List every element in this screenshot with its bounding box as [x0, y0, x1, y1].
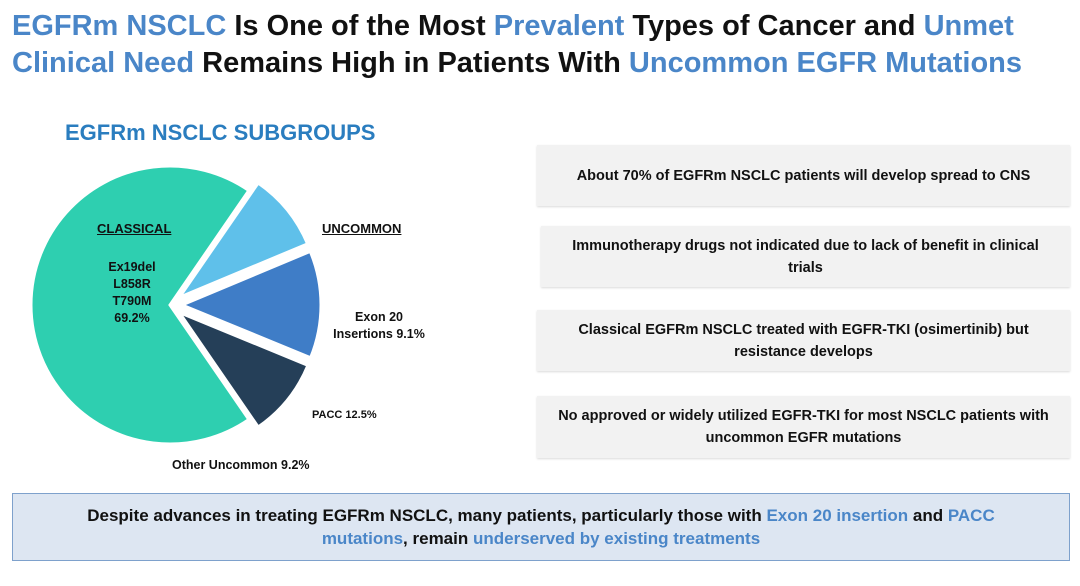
title-part: Remains High in Patients With — [194, 47, 629, 79]
conclusion-text: Despite advances in treating EGFRm NSCLC… — [53, 504, 1029, 550]
title-part: Prevalent — [493, 10, 625, 42]
other-uncommon-slice-label: Other Uncommon 9.2% — [172, 458, 310, 472]
title-part: Types of Cancer and — [624, 10, 924, 42]
pie-slice-exon20 — [175, 180, 310, 301]
conclusion-banner: Despite advances in treating EGFRm NSCLC… — [12, 493, 1070, 561]
pie-slice-other-uncommon — [175, 309, 310, 430]
exon20-slice-label: Exon 20 Insertions 9.1% — [328, 309, 430, 343]
mutation-label: T790M — [112, 294, 152, 308]
pie-slice-classical — [29, 164, 251, 446]
mutation-label: Ex19del — [108, 260, 156, 274]
conclusion-part: underserved by existing treatments — [472, 529, 761, 548]
conclusion-part: PACC mutations — [321, 506, 995, 548]
title-part: EGFRm NSCLC — [12, 10, 227, 42]
conclusion-part: Exon 20 insertion — [766, 506, 909, 525]
pacc-slice-label: PACC 12.5% — [312, 409, 377, 421]
title-part: Uncommon EGFR Mutations — [628, 47, 1023, 79]
info-box-classical-treatment: Classical EGFRm NSCLC treated with EGFR-… — [537, 310, 1070, 371]
chart-title: EGFRm NSCLC SUBGROUPS — [65, 120, 376, 145]
title-part: Clinical Need — [12, 47, 195, 79]
exon20-label-line1: Exon 20 — [355, 310, 403, 324]
pie-chart — [29, 164, 323, 446]
pie-slice-pacc — [178, 249, 323, 360]
classical-slice-label: Ex19del L858R T790M 69.2% — [102, 259, 162, 327]
uncommon-group-label: UNCOMMON — [322, 221, 402, 236]
info-box-cns: About 70% of EGFRm NSCLC patients will d… — [537, 145, 1070, 206]
mutation-label: L858R — [113, 277, 151, 291]
conclusion-part: Despite advances in treating EGFRm NSCLC… — [87, 506, 767, 525]
exon20-label-line2: Insertions 9.1% — [333, 327, 425, 341]
title-part: Unmet — [923, 10, 1014, 42]
title-part: Is One of the Most — [226, 10, 494, 42]
classical-group-label: CLASSICAL — [97, 221, 172, 236]
page-title: EGFRm NSCLC Is One of the Most Prevalent… — [12, 8, 1072, 82]
info-box-immunotherapy: Immunotherapy drugs not indicated due to… — [541, 226, 1070, 287]
conclusion-part: and — [908, 506, 948, 525]
classical-value-label: 69.2% — [114, 311, 150, 325]
conclusion-part: , remain — [403, 529, 473, 548]
info-box-uncommon-treatment: No approved or widely utilized EGFR-TKI … — [537, 396, 1070, 458]
